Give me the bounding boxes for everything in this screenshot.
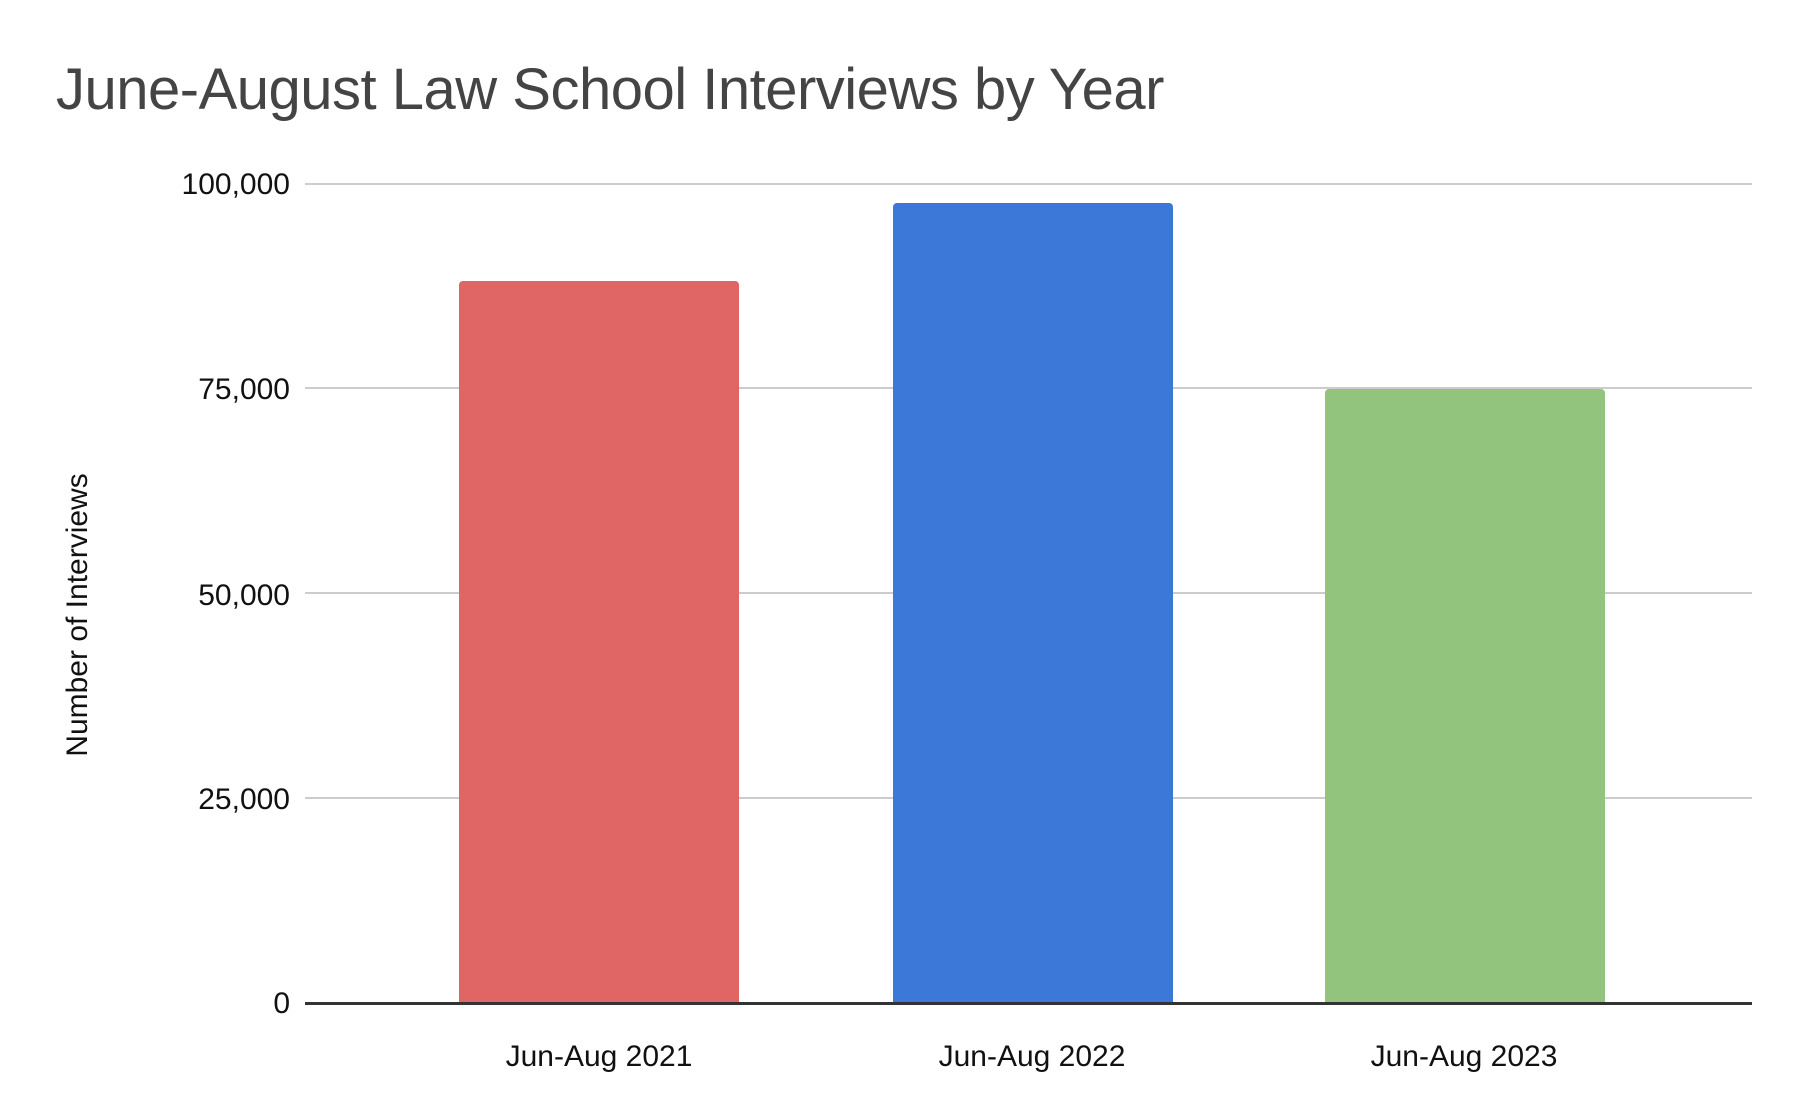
y-axis-label: Number of Interviews <box>61 473 94 757</box>
plot-area <box>305 183 1752 1005</box>
bar-jun-aug-2021[interactable] <box>459 281 739 1003</box>
bar-jun-aug-2023[interactable] <box>1325 388 1605 1003</box>
y-tick-50000: 50,000 <box>198 579 290 612</box>
x-axis-line <box>305 1002 1752 1005</box>
y-tick-75000: 75,000 <box>198 373 290 406</box>
y-tick-100000: 100,000 <box>181 168 290 201</box>
y-tick-25000: 25,000 <box>198 783 290 816</box>
x-tick-2021: Jun-Aug 2021 <box>505 1040 693 1073</box>
gridline-100000 <box>305 183 1752 185</box>
bar-jun-aug-2022[interactable] <box>893 202 1173 1003</box>
chart-title: June-August Law School Interviews by Yea… <box>56 57 1164 122</box>
y-tick-0: 0 <box>273 987 290 1020</box>
x-tick-2023: Jun-Aug 2023 <box>1370 1040 1558 1073</box>
x-tick-2022: Jun-Aug 2022 <box>938 1040 1126 1073</box>
